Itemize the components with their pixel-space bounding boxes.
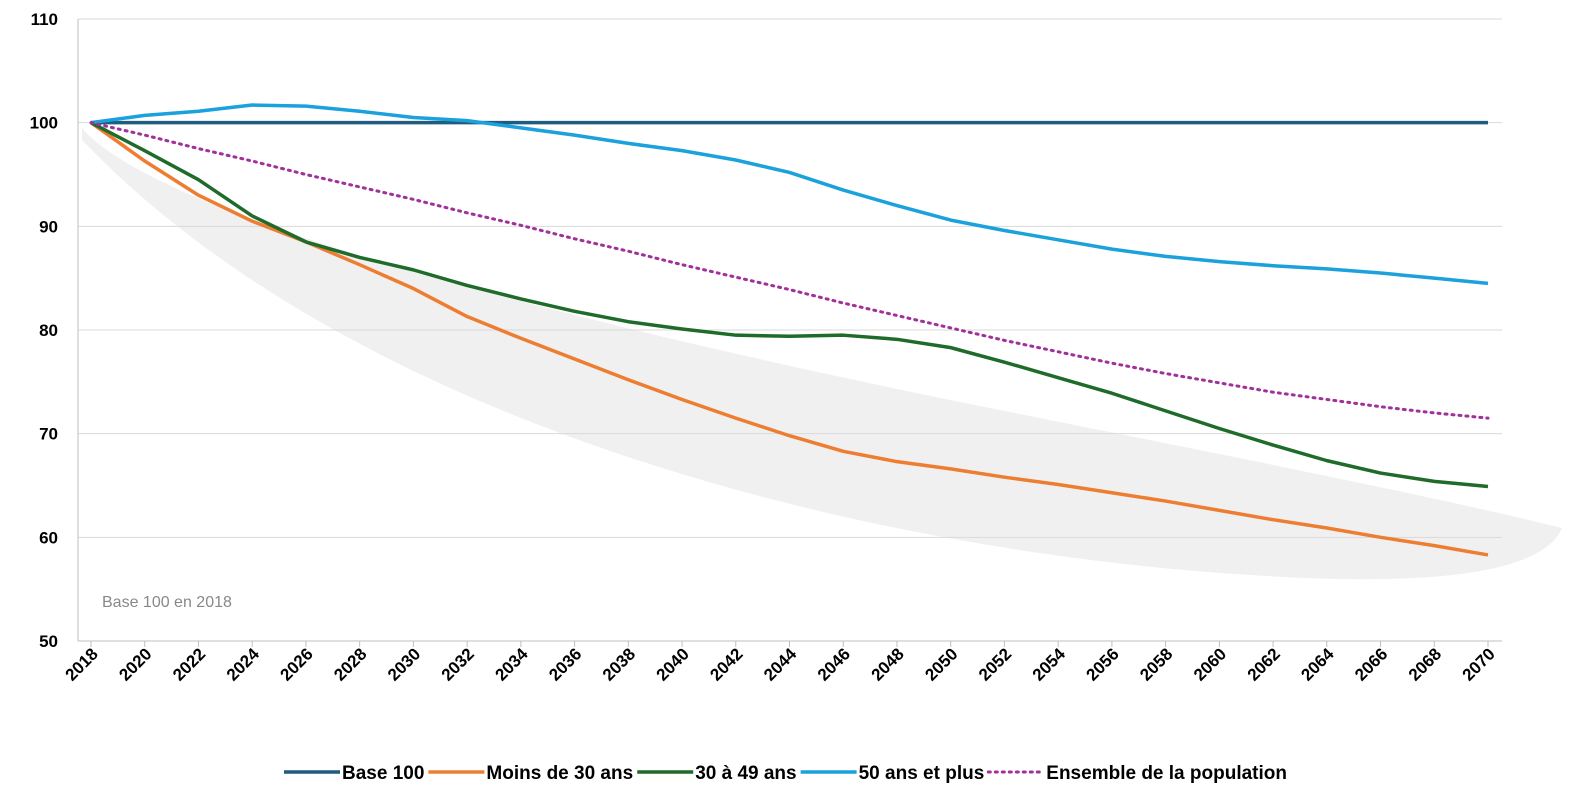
legend-label: Base 100: [342, 763, 424, 784]
x-tick-label: 2034: [491, 644, 532, 685]
x-tick-label: 2050: [921, 644, 961, 684]
x-tick-label: 2052: [975, 644, 1015, 684]
x-tick-label: 2030: [384, 644, 424, 684]
x-tick-label: 2068: [1405, 644, 1445, 684]
x-tick-label: 2020: [115, 644, 155, 684]
legend-label: Moins de 30 ans: [486, 763, 633, 784]
x-tick-label: 2062: [1244, 644, 1284, 684]
x-tick-label: 2040: [653, 644, 693, 684]
x-tick-label: 2070: [1459, 644, 1499, 684]
series-line: [89, 121, 1490, 420]
y-tick-label: 110: [31, 10, 58, 29]
x-tick-label: 2024: [223, 644, 264, 685]
series-line: [90, 121, 1489, 489]
x-tick-label: 2060: [1190, 644, 1230, 684]
y-tick-label: 60: [39, 528, 58, 547]
series-line: [89, 121, 1489, 557]
x-tick-label: 2058: [1136, 644, 1176, 684]
legend-label: Ensemble de la population: [1046, 763, 1287, 784]
y-tick-label: 100: [30, 114, 58, 133]
x-tick-label: 2064: [1297, 644, 1338, 685]
x-tick-label: 2054: [1029, 644, 1070, 685]
legend-label: 50 ans et plus: [859, 763, 985, 784]
x-tick-label: 2026: [277, 644, 317, 684]
x-tick-label: 2028: [330, 644, 370, 684]
y-tick-label: 90: [39, 217, 58, 236]
annotation: Base 100 en 2018: [102, 594, 232, 611]
x-tick-label: 2038: [599, 644, 639, 684]
y-tick-label: 70: [39, 425, 58, 444]
x-tick-label: 2032: [438, 644, 478, 684]
series-line: [90, 103, 1489, 286]
x-tick-label: 2048: [868, 644, 908, 684]
x-tick-label: 2056: [1083, 644, 1123, 684]
x-tick-label: 2066: [1351, 644, 1391, 684]
x-tick-label: 2036: [545, 644, 585, 684]
x-tick-label: 2018: [62, 644, 102, 684]
x-tick-label: 2046: [814, 644, 854, 684]
y-tick-label: 80: [39, 321, 58, 340]
highlight-band: [82, 128, 1562, 580]
x-tick-label: 2022: [169, 644, 209, 684]
legend-label: 30 à 49 ans: [695, 763, 796, 784]
y-tick-label: 50: [39, 632, 58, 651]
x-tick-label: 2044: [760, 644, 801, 685]
x-tick-label: 2042: [706, 644, 746, 684]
